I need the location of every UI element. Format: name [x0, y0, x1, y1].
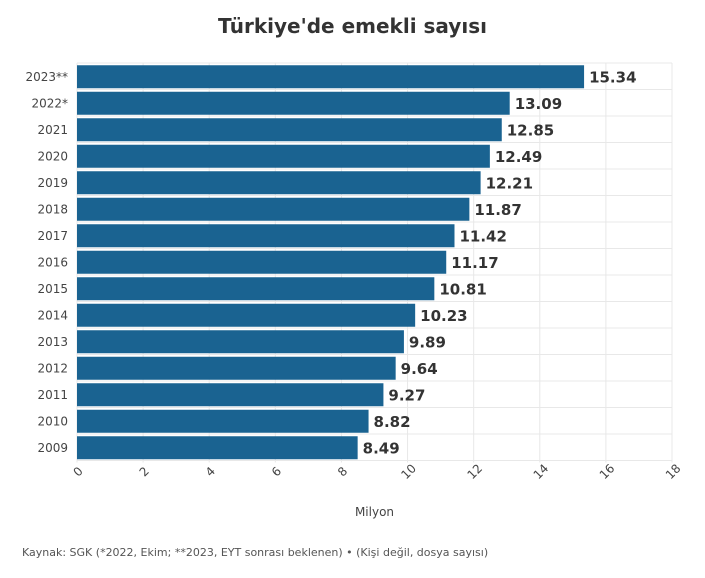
bar — [77, 330, 404, 354]
category-label: 2019 — [37, 176, 68, 190]
x-tick-label: 12 — [464, 461, 485, 482]
category-label: 2021 — [37, 123, 68, 137]
category-label: 2017 — [37, 229, 68, 243]
bar — [77, 144, 490, 168]
category-label: 2010 — [37, 414, 68, 428]
value-label: 11.42 — [459, 227, 506, 245]
x-tick-label: 0 — [71, 464, 86, 479]
x-tick-label: 16 — [597, 461, 618, 482]
value-label: 8.49 — [363, 439, 400, 457]
bar — [77, 409, 369, 433]
value-label: 12.85 — [507, 121, 554, 139]
source-note: Kaynak: SGK (*2022, Ekim; **2023, EYT so… — [22, 546, 489, 559]
bar — [77, 356, 396, 380]
category-label: 2016 — [37, 255, 68, 269]
value-label: 9.27 — [388, 386, 425, 404]
value-label: 12.49 — [495, 148, 542, 166]
x-tick-label: 4 — [203, 464, 218, 479]
value-label: 9.89 — [409, 333, 446, 351]
value-label: 15.34 — [589, 68, 636, 86]
bar — [77, 303, 416, 327]
category-label: 2018 — [37, 202, 68, 216]
value-label: 9.64 — [401, 360, 438, 378]
bar — [77, 250, 447, 274]
value-label: 10.23 — [420, 307, 467, 325]
bar — [77, 118, 502, 142]
bar — [77, 171, 481, 195]
value-label: 11.17 — [451, 254, 498, 272]
x-tick-label: 2 — [137, 464, 152, 479]
bar — [77, 224, 455, 248]
category-label: 2013 — [37, 335, 68, 349]
bar — [77, 91, 510, 115]
x-axis-title: Milyon — [355, 505, 394, 519]
bar — [77, 436, 358, 460]
category-label: 2009 — [37, 441, 68, 455]
x-tick-label: 18 — [663, 461, 684, 482]
value-label: 8.82 — [374, 413, 411, 431]
value-label: 11.87 — [474, 201, 521, 219]
category-label: 2023** — [25, 70, 68, 84]
x-tick-label: 8 — [335, 464, 350, 479]
value-label: 10.81 — [439, 280, 486, 298]
bar — [77, 383, 384, 407]
category-label: 2014 — [37, 308, 68, 322]
chart-title: Türkiye'de emekli sayısı — [218, 14, 487, 38]
category-label: 2012 — [37, 361, 68, 375]
x-tick-label: 10 — [398, 461, 419, 482]
category-label: 2011 — [37, 388, 68, 402]
bar — [77, 277, 435, 301]
category-label: 2022* — [31, 96, 68, 110]
value-label: 13.09 — [515, 95, 562, 113]
bar — [77, 197, 470, 221]
category-label: 2015 — [37, 282, 68, 296]
bar — [77, 65, 585, 89]
value-label: 12.21 — [486, 174, 533, 192]
x-tick-label: 6 — [269, 464, 284, 479]
x-tick-label: 14 — [531, 461, 552, 482]
category-label: 2020 — [37, 149, 68, 163]
